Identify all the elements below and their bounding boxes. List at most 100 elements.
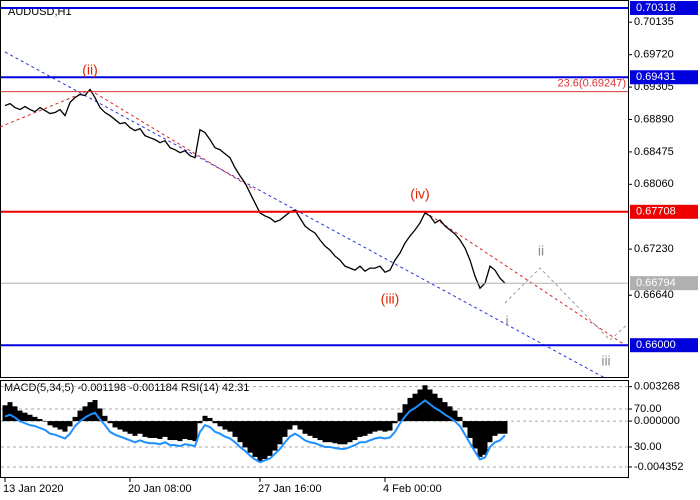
indicator-frame (0, 380, 629, 478)
macd-bar (227, 421, 233, 432)
channel-line (0, 89, 91, 128)
macd-bar (27, 414, 33, 422)
trend-lines (0, 51, 629, 379)
price-box (630, 0, 698, 15)
macd-bar (207, 417, 213, 422)
macd-bar (492, 421, 498, 436)
macd-bar (352, 421, 358, 441)
price-box-label: 0.66794 (636, 277, 676, 289)
y-tick-label: 0.69720 (634, 49, 674, 61)
y-tick-label: 0.70135 (634, 16, 674, 28)
rsi-line (4, 399, 506, 464)
macd-bar (287, 421, 293, 430)
macd-bar (57, 421, 63, 430)
macd-bar (197, 421, 203, 424)
macd-bar (357, 421, 363, 437)
x-tick-label: 13 Jan 2020 (3, 483, 64, 495)
macd-bar (477, 421, 483, 457)
macd-bar (2, 405, 8, 422)
macd-bar (102, 415, 108, 422)
y-tick-label: 0.68060 (634, 178, 674, 190)
y-tick-label: -0.004352 (634, 461, 684, 473)
price-box-label: 0.69431 (636, 71, 676, 83)
macd-bar (337, 421, 343, 445)
macd-bar (212, 421, 218, 424)
macd-bar (387, 421, 393, 431)
macd-bar (362, 421, 368, 436)
macd-bar (67, 421, 73, 427)
macd-bar (452, 410, 458, 422)
macd-bar (382, 421, 388, 432)
x-tick-label: 20 Jan 08:00 (128, 483, 192, 495)
macd-bar (187, 421, 193, 441)
macd-bar (22, 412, 28, 422)
macd-bar (107, 421, 113, 424)
macd-bar (137, 421, 143, 434)
x-tick-label: 4 Feb 00:00 (383, 483, 442, 495)
macd-bar (447, 406, 453, 422)
macd-bar (182, 421, 188, 440)
macd-bar (97, 408, 103, 422)
macd-bar (327, 421, 333, 443)
macd-bar (342, 421, 348, 445)
price-box (630, 338, 698, 353)
price-box-label: 0.70318 (636, 2, 676, 14)
macd-bar (277, 421, 283, 445)
macd-bar (142, 421, 148, 437)
macd-bar (12, 406, 18, 422)
macd-bar (502, 421, 508, 434)
macd-bar (82, 406, 88, 422)
macd-bar (312, 421, 318, 438)
macd-bar (472, 421, 478, 449)
macd-bar (232, 421, 238, 437)
level-annotation: 23.6(0.69247) (558, 78, 627, 90)
macd-bar (497, 421, 503, 434)
macd-bar (307, 421, 313, 436)
macd-bar (297, 421, 303, 430)
macd-bar (62, 421, 68, 432)
y-tick-label: 0.67230 (634, 243, 674, 255)
macd-bar (322, 421, 328, 443)
macd-bar (167, 421, 173, 441)
macd-bar (482, 421, 488, 455)
macd-bar (422, 385, 428, 422)
macd-bar (237, 421, 243, 443)
macd-bar (162, 421, 168, 437)
y-tick-label: 0.68475 (634, 146, 674, 158)
macd-bar (332, 421, 338, 444)
macd-bar (112, 421, 118, 428)
macd-bar (317, 421, 323, 441)
macd-bar (292, 421, 298, 426)
price-box (630, 204, 698, 219)
macd-bar (92, 400, 98, 422)
y-tick-label: 0.68890 (634, 113, 674, 125)
macd-bar (7, 402, 13, 422)
macd-bar (462, 421, 468, 428)
macd-bar (367, 421, 373, 434)
macd-bar (257, 421, 263, 462)
macd-bar (487, 421, 493, 443)
macd-bar (252, 421, 258, 457)
wave-label: iii (601, 353, 610, 369)
macd-bar (157, 421, 163, 440)
wave-label: (iv) (410, 186, 429, 202)
macd-bar (147, 421, 153, 438)
forecast-path (504, 267, 629, 341)
macd-bar (457, 416, 463, 422)
y-tick-label: 0.003268 (634, 381, 680, 393)
price-box (630, 70, 698, 85)
macd-bar (262, 421, 268, 460)
macd-bar (52, 421, 58, 428)
indicator-label: MACD(5,34,5) -0.001198 -0.001184 RSI(14)… (4, 382, 249, 394)
macd-bar (17, 410, 23, 422)
macd-bar (302, 421, 308, 434)
macd-bar (77, 410, 83, 422)
macd-bar (37, 418, 43, 422)
channel-line (89, 89, 256, 191)
price-box-label: 0.67708 (636, 206, 676, 218)
macd-bar (272, 421, 278, 451)
wave-label: i (505, 313, 508, 329)
macd-bar (192, 421, 198, 442)
